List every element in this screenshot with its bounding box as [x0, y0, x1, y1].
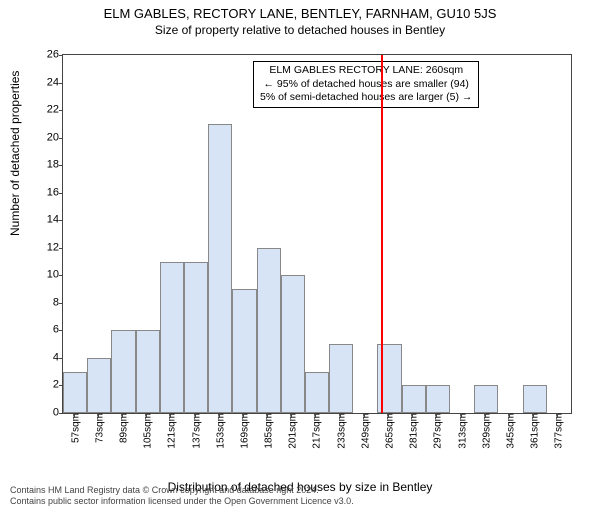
- x-tick-label: 201sqm: [284, 413, 299, 449]
- x-tick-label: 105sqm: [139, 413, 154, 449]
- y-tick-mark: [59, 275, 63, 276]
- footer-attribution: Contains HM Land Registry data © Crown c…: [10, 485, 354, 506]
- histogram-bar: [523, 385, 547, 413]
- y-tick-mark: [59, 303, 63, 304]
- y-tick-mark: [59, 165, 63, 166]
- x-tick-label: 361sqm: [526, 413, 541, 449]
- x-tick-mark: [291, 413, 292, 417]
- x-tick-label: 153sqm: [211, 413, 226, 449]
- x-tick-mark: [315, 413, 316, 417]
- x-tick-mark: [219, 413, 220, 417]
- x-tick-mark: [340, 413, 341, 417]
- annotation-line: ← 95% of detached houses are smaller (94…: [260, 78, 472, 92]
- annotation-line: ELM GABLES RECTORY LANE: 260sqm: [260, 64, 472, 78]
- histogram-bar: [136, 330, 160, 413]
- x-tick-mark: [146, 413, 147, 417]
- x-tick-label: 121sqm: [163, 413, 178, 449]
- y-tick-mark: [59, 413, 63, 414]
- y-tick-mark: [59, 358, 63, 359]
- histogram-bar: [184, 262, 208, 413]
- y-tick-mark: [59, 55, 63, 56]
- plot-area: ELM GABLES RECTORY LANE: 260sqm ← 95% of…: [62, 54, 572, 414]
- x-tick-mark: [461, 413, 462, 417]
- histogram-bar: [63, 372, 87, 413]
- histogram-bar: [208, 124, 232, 413]
- histogram-bar: [474, 385, 498, 413]
- histogram-bar: [305, 372, 329, 413]
- x-tick-label: 297sqm: [429, 413, 444, 449]
- y-tick-mark: [59, 220, 63, 221]
- footer-line: Contains HM Land Registry data © Crown c…: [10, 485, 354, 495]
- y-tick-mark: [59, 83, 63, 84]
- x-tick-label: 217sqm: [308, 413, 323, 449]
- x-tick-label: 89sqm: [114, 413, 129, 443]
- x-tick-label: 185sqm: [260, 413, 275, 449]
- x-tick-mark: [485, 413, 486, 417]
- histogram-bar: [87, 358, 111, 413]
- chart-subtitle: Size of property relative to detached ho…: [0, 23, 600, 37]
- x-tick-label: 345sqm: [502, 413, 517, 449]
- footer-line: Contains public sector information licen…: [10, 496, 354, 506]
- histogram-bar: [426, 385, 450, 413]
- x-tick-label: 233sqm: [332, 413, 347, 449]
- histogram-bar: [160, 262, 184, 413]
- x-tick-mark: [170, 413, 171, 417]
- x-tick-label: 313sqm: [453, 413, 468, 449]
- x-tick-mark: [74, 413, 75, 417]
- y-tick-mark: [59, 193, 63, 194]
- x-tick-label: 249sqm: [356, 413, 371, 449]
- x-tick-label: 329sqm: [477, 413, 492, 449]
- x-tick-mark: [267, 413, 268, 417]
- x-tick-label: 377sqm: [550, 413, 565, 449]
- x-tick-mark: [533, 413, 534, 417]
- x-tick-mark: [243, 413, 244, 417]
- x-tick-mark: [436, 413, 437, 417]
- x-tick-label: 137sqm: [187, 413, 202, 449]
- x-tick-mark: [364, 413, 365, 417]
- histogram-bar: [257, 248, 281, 413]
- histogram-bar: [232, 289, 256, 413]
- histogram-bar: [281, 275, 305, 413]
- x-tick-label: 57sqm: [66, 413, 81, 443]
- y-tick-mark: [59, 248, 63, 249]
- y-tick-mark: [59, 330, 63, 331]
- annotation-box: ELM GABLES RECTORY LANE: 260sqm ← 95% of…: [253, 61, 479, 108]
- x-tick-label: 169sqm: [235, 413, 250, 449]
- y-tick-mark: [59, 110, 63, 111]
- histogram-bar: [402, 385, 426, 413]
- x-tick-label: 265sqm: [381, 413, 396, 449]
- y-tick-mark: [59, 138, 63, 139]
- reference-line: [381, 55, 383, 413]
- x-tick-label: 73sqm: [90, 413, 105, 443]
- histogram-bar: [111, 330, 135, 413]
- histogram-bar: [329, 344, 353, 413]
- x-tick-mark: [98, 413, 99, 417]
- x-tick-mark: [412, 413, 413, 417]
- x-tick-mark: [388, 413, 389, 417]
- x-tick-label: 281sqm: [405, 413, 420, 449]
- annotation-line: 5% of semi-detached houses are larger (5…: [260, 91, 472, 105]
- chart-title: ELM GABLES, RECTORY LANE, BENTLEY, FARNH…: [0, 6, 600, 21]
- chart-container: ELM GABLES, RECTORY LANE, BENTLEY, FARNH…: [0, 6, 600, 506]
- x-tick-mark: [509, 413, 510, 417]
- x-tick-mark: [122, 413, 123, 417]
- x-tick-mark: [557, 413, 558, 417]
- x-tick-mark: [195, 413, 196, 417]
- y-axis-label: Number of detached properties: [8, 71, 22, 236]
